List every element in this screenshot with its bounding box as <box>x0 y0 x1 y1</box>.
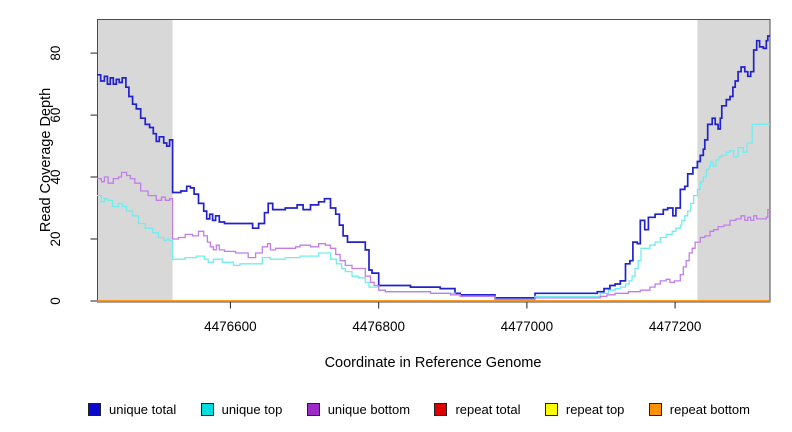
y-tick-label: 80 <box>48 46 63 61</box>
legend-swatch-repeat-bottom <box>648 402 662 416</box>
x-tick-label: 4476600 <box>204 319 257 334</box>
legend-label-unique-total: unique total <box>109 401 177 417</box>
legend: unique total unique top unique bottom repea… <box>88 398 750 420</box>
legend-item-unique-top: unique top <box>200 401 283 417</box>
legend-label-repeat-top: repeat top <box>565 401 625 417</box>
legend-item-unique-total: unique total <box>88 401 177 417</box>
series-unique-total <box>97 35 770 299</box>
legend-item-repeat-total: repeat total <box>434 401 521 417</box>
series-unique-bottom <box>97 171 770 301</box>
series-unique-top <box>97 123 770 301</box>
legend-item-unique-bottom: unique bottom <box>306 401 411 417</box>
shaded-region <box>97 19 173 302</box>
x-tick-label: 4477000 <box>501 319 554 334</box>
legend-item-repeat-bottom: repeat bottom <box>648 401 750 417</box>
y-tick-label: 0 <box>48 297 63 305</box>
shaded-region <box>697 19 770 302</box>
legend-label-repeat-total: repeat total <box>455 401 521 417</box>
legend-label-unique-top: unique top <box>221 401 283 417</box>
y-tick-label: 40 <box>48 169 63 184</box>
legend-swatch-unique-total <box>88 402 101 416</box>
legend-swatch-repeat-total <box>434 402 448 416</box>
legend-swatch-unique-bottom <box>306 402 320 416</box>
legend-swatch-unique-top <box>200 402 214 416</box>
legend-item-repeat-top: repeat top <box>544 401 625 417</box>
y-axis-label: Read Coverage Depth <box>38 88 54 232</box>
legend-label-unique-bottom: unique bottom <box>327 401 411 417</box>
y-tick-label: 20 <box>48 231 63 246</box>
y-tick-label: 60 <box>48 108 63 123</box>
x-tick-label: 4477200 <box>649 319 702 334</box>
plot-border <box>97 19 771 303</box>
x-axis-label: Coordinate in Reference Genome <box>325 355 542 371</box>
legend-label-repeat-bottom: repeat bottom <box>669 401 750 417</box>
x-tick-label: 4476800 <box>352 319 405 334</box>
legend-swatch-repeat-top <box>544 402 558 416</box>
